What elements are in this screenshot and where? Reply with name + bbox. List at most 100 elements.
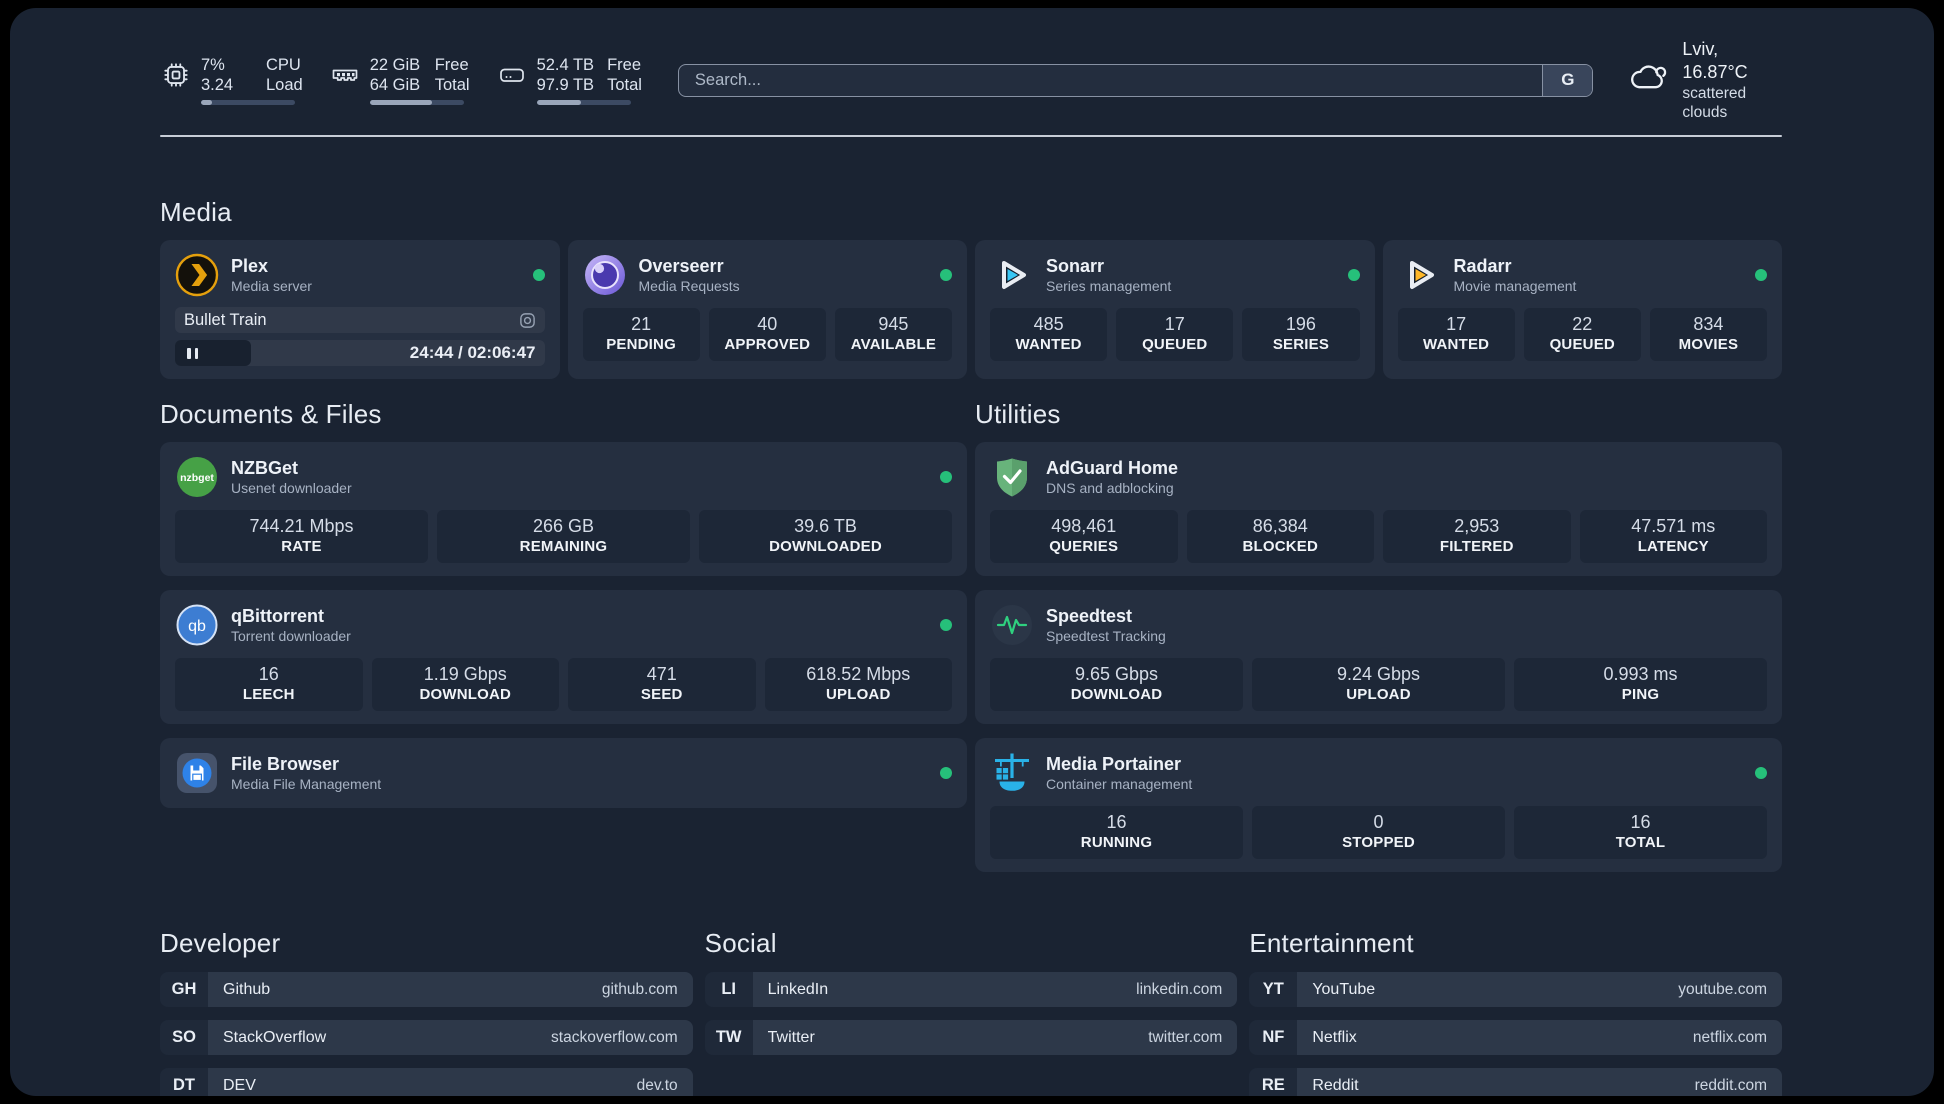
app-subtitle: Torrent downloader [231,628,351,644]
link-url: dev.to [636,1076,678,1094]
stat-value: 945 [878,314,909,334]
link-url: netflix.com [1692,1028,1767,1046]
settings-icon[interactable] [519,312,536,329]
stat-box: 47.571 ms LATENCY [1579,510,1767,563]
section-developer: Developer GH Github github.com SO StackOv… [160,928,693,1096]
memory-progressbar [369,100,464,105]
plex-card[interactable]: Plex Media server Bullet Train 24:44 [160,240,560,379]
search-engine-button[interactable]: G [1542,64,1593,96]
stat-value: 0.993 ms [1603,664,1678,684]
stat-label: QUERIES [1049,538,1119,555]
app-subtitle: Usenet downloader [231,480,352,496]
stat-label: REMAINING [519,538,608,555]
weather-location: Lviv, 16.87°C [1682,39,1748,82]
link-row-twitter[interactable]: TW Twitter twitter.com [704,1020,1238,1055]
stat-box: 2,953 FILTERED [1383,510,1571,563]
sonarr-card[interactable]: Sonarr Series management 485 WANTED 17 QUE… [975,240,1375,379]
storage-stat: 52.4 TB 97.9 TB Free Total [496,55,642,105]
stat-label: WANTED [1015,336,1082,353]
status-dot [940,471,952,483]
stat-label: MOVIES [1678,336,1739,353]
memory-free: 22 GiB [369,56,421,74]
stat-box: 17 QUEUED [1116,308,1234,361]
overseerr-card[interactable]: Overseerr Media Requests 21 PENDING 40 APP… [567,240,967,379]
memory-label: Free [434,56,469,74]
stat-label: AVAILABLE [850,336,937,353]
stat-box: 9.24 Gbps UPLOAD [1252,658,1505,711]
stat-value: 21 [631,314,652,334]
portainer-icon [990,751,1034,795]
speedtest-card[interactable]: Speedtest Speedtest Tracking 9.65 Gbps DO… [975,590,1782,724]
link-row-stackoverflow[interactable]: SO StackOverflow stackoverflow.com [160,1020,693,1055]
link-abbr-badge: GH [160,972,208,1007]
link-row-linkedin[interactable]: LI LinkedIn linkedin.com [704,972,1238,1007]
link-name: DEV [223,1076,256,1094]
stat-label: WANTED [1422,336,1490,353]
section-title-documents: Documents & Files [160,399,382,429]
link-row-netflix[interactable]: NF Netflix netflix.com [1249,1020,1782,1055]
link-name: YouTube [1312,980,1376,998]
link-row-github[interactable]: GH Github github.com [160,972,693,1007]
link-url: twitter.com [1148,1028,1223,1046]
storage-total: 97.9 TB [536,76,595,94]
link-row-reddit[interactable]: RE Reddit reddit.com [1249,1068,1782,1096]
link-abbr-badge: DT [160,1068,208,1096]
stat-label: QUEUED [1142,336,1208,353]
adguard-card[interactable]: AdGuard Home DNS and adblocking 498,461 Q… [975,442,1782,576]
filebrowser-card[interactable]: File Browser Media File Management [160,738,967,808]
stat-box: 16 TOTAL [1514,806,1767,859]
stat-box: 86,384 BLOCKED [1186,510,1374,563]
link-abbr-badge: TW [704,1020,753,1055]
stat-label: SEED [640,686,683,703]
search-input[interactable] [678,64,1543,96]
stat-value: 16 [1106,812,1127,832]
radarr-card[interactable]: Radarr Movie management 17 WANTED 22 QUEUE… [1382,240,1782,379]
overseerr-icon [583,253,627,297]
link-name: LinkedIn [767,980,829,998]
system-stats-bar: 7% 3.24 CPU Load [160,38,1782,122]
pause-icon [187,347,191,359]
stat-label: DOWNLOADED [769,538,882,555]
link-abbr-badge: LI [704,972,753,1007]
svg-text:nzbget: nzbget [180,472,214,484]
adguard-icon [990,455,1034,499]
section-media: Media Plex Media server Bullet Train [160,197,1782,379]
storage-free: 52.4 TB [536,56,595,74]
now-playing-title: Bullet Train [184,310,267,329]
stat-label: UPLOAD [825,686,891,703]
stat-value: 40 [757,314,778,334]
stat-box: 266 GB REMAINING [437,510,690,563]
link-url: youtube.com [1678,980,1767,998]
stat-box: 22 QUEUED [1523,308,1641,361]
stat-box: 196 SERIES [1242,308,1360,361]
link-name: Twitter [767,1028,815,1046]
stat-label: FILTERED [1439,538,1514,555]
app-name: qBittorrent [231,606,324,626]
app-name: Radarr [1453,256,1512,276]
link-name: Netflix [1312,1028,1357,1046]
stat-value: 834 [1693,314,1724,334]
stat-value: 471 [646,664,677,684]
stat-label: STOPPED [1342,834,1415,851]
stat-label: QUEUED [1549,336,1615,353]
link-row-youtube[interactable]: YT YouTube youtube.com [1249,972,1782,1007]
status-dot [940,767,952,779]
plex-now-playing: Bullet Train 24:44 / 02:06:47 [175,307,545,366]
link-row-dev[interactable]: DT DEV dev.to [160,1068,693,1096]
app-subtitle: Media server [231,278,312,294]
qbittorrent-card[interactable]: qb qBittorrent Torrent downloader 16 LEEC… [160,590,967,724]
app-subtitle: Speedtest Tracking [1046,628,1166,644]
portainer-card[interactable]: Media Portainer Container management 16 R… [975,738,1782,872]
stat-box: 39.6 TB DOWNLOADED [699,510,952,563]
link-url: linkedin.com [1136,980,1223,998]
nzbget-card[interactable]: nzbget NZBGet Usenet downloader 744.21 M… [160,442,967,576]
stat-value: 485 [1033,314,1064,334]
speedtest-icon [990,603,1034,647]
memory-stat: 22 GiB 64 GiB Free Total [329,55,470,105]
cpu-label2: Load [266,76,303,94]
section-title-media: Media [160,197,232,227]
stat-label: RATE [281,538,322,555]
pause-button[interactable] [175,340,251,366]
stat-label: DOWNLOAD [1070,686,1163,703]
pause-icon [194,347,198,359]
